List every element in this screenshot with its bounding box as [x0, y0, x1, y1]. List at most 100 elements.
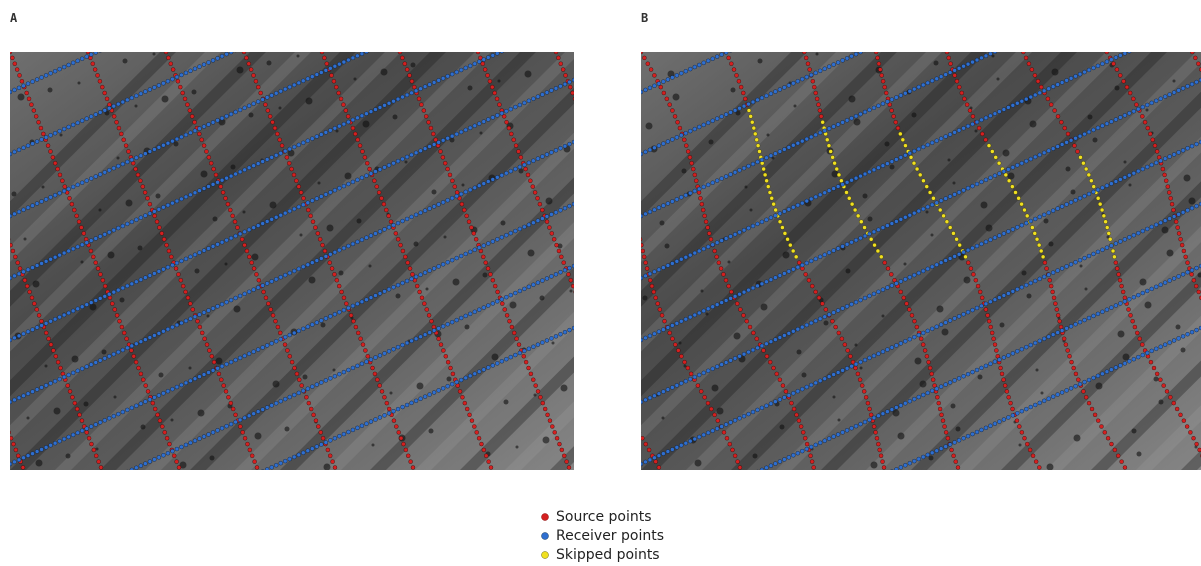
receiver-point [1127, 111, 1131, 115]
receiver-point [301, 203, 305, 207]
tree [42, 186, 45, 189]
receiver-point [26, 330, 30, 334]
source-point [183, 97, 187, 101]
receiver-point [1083, 132, 1087, 136]
receiver-point [800, 263, 804, 267]
source-point [0, 220, 3, 224]
source-point [527, 366, 531, 370]
source-point [999, 366, 1003, 370]
source-point [1076, 378, 1080, 382]
source-point [1005, 389, 1009, 393]
receiver-point [545, 152, 549, 156]
receiver-point [930, 141, 934, 145]
receiver-point [387, 411, 391, 415]
source-point [495, 97, 499, 101]
receiver-point [962, 312, 966, 316]
receiver-point [1177, 212, 1181, 216]
source-point [516, 149, 520, 153]
receiver-point [899, 341, 903, 345]
receiver-point [13, 88, 17, 92]
receiver-point [724, 546, 728, 550]
receiver-point [482, 306, 486, 310]
receiver-point [468, 250, 472, 254]
source-point [234, 413, 238, 417]
source-point [47, 337, 51, 341]
skipped-point [958, 243, 962, 247]
source-point [380, 389, 384, 393]
receiver-point [805, 261, 809, 265]
receiver-point [355, 302, 359, 306]
tree [78, 82, 81, 85]
source-point [735, 73, 739, 77]
receiver-point [859, 298, 863, 302]
receiver-point [975, 58, 979, 62]
tree [393, 115, 398, 120]
receiver-point [62, 127, 66, 131]
receiver-point [733, 418, 737, 422]
source-point [287, 161, 291, 165]
skipped-point [1039, 249, 1043, 253]
source-point [243, 436, 247, 440]
receiver-point [957, 66, 961, 70]
source-point [550, 231, 554, 235]
tree [153, 53, 156, 56]
receiver-point [742, 476, 746, 480]
receiver-point [729, 544, 733, 548]
receiver-point [1083, 70, 1087, 74]
receiver-point [513, 291, 517, 295]
source-point [337, 91, 341, 95]
receiver-point [661, 452, 665, 456]
source-point [1172, 401, 1176, 405]
receiver-point [315, 135, 319, 139]
receiver-point [1015, 225, 1019, 229]
receiver-point [40, 137, 44, 141]
source-point [735, 302, 739, 306]
source-point [682, 138, 686, 142]
source-point [418, 290, 422, 294]
receiver-point [486, 304, 490, 308]
receiver-point [572, 202, 576, 206]
receiver-point [44, 383, 48, 387]
receiver-point [679, 133, 683, 137]
receiver-point [1078, 196, 1082, 200]
receiver-point [939, 137, 943, 141]
receiver-point [1078, 72, 1082, 76]
source-point [56, 167, 60, 171]
receiver-point [890, 470, 894, 474]
receiver-point [715, 303, 719, 307]
source-point [141, 378, 145, 382]
receiver-point [979, 428, 983, 432]
receiver-point [679, 381, 683, 385]
receiver-point [360, 362, 364, 366]
receiver-point [908, 275, 912, 279]
receiver-point [468, 126, 472, 130]
source-point [921, 343, 925, 347]
receiver-point [706, 431, 710, 435]
receiver-point [378, 43, 382, 47]
source-point [212, 360, 216, 364]
receiver-point [854, 486, 858, 490]
receiver-point [17, 334, 21, 338]
receiver-point [926, 19, 930, 23]
receiver-point [378, 105, 382, 109]
receiver-point [1002, 356, 1006, 360]
receiver-point [292, 83, 296, 87]
receiver-point [652, 270, 656, 274]
source-point [556, 56, 560, 60]
receiver-point [116, 536, 120, 540]
tree [48, 88, 53, 93]
receiver-point [148, 460, 152, 464]
source-point [1170, 202, 1174, 206]
tree [745, 186, 748, 189]
receiver-point [666, 326, 670, 330]
receiver-point [751, 410, 755, 414]
receiver-point [392, 161, 396, 165]
tree [36, 460, 43, 467]
receiver-point [531, 345, 535, 349]
tree [534, 394, 537, 397]
tree [138, 246, 143, 251]
source-point [965, 103, 969, 107]
skipped-point [768, 190, 772, 194]
source-point [593, 120, 597, 124]
receiver-point [148, 336, 152, 340]
